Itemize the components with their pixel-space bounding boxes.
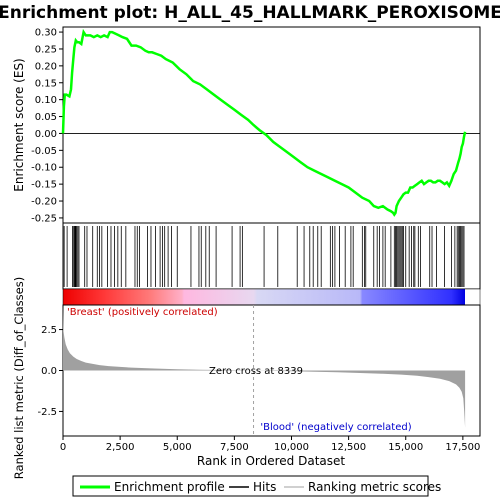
rank-x-tick-label: 15,000: [388, 442, 423, 453]
es-panel-frame: [62, 26, 481, 224]
rank-x-ticks: 0 2,500 5,000 7,500 10,000 12,500 15,000 17,500: [60, 436, 480, 453]
rank-x-tick-label: 2,500: [106, 442, 135, 453]
es-y-tick-label: 0.30: [35, 28, 57, 39]
rank-x-tick-label: 12,500: [331, 442, 366, 453]
es-y-tick-label: 0.20: [35, 61, 57, 72]
enrichment-profile-line: [61, 28, 467, 217]
es-y-axis-label: Enrichment score (ES): [12, 58, 26, 191]
es-y-tick-label: 0.25: [35, 44, 57, 55]
es-y-tick-label: -0.10: [31, 163, 57, 174]
rank-x-axis-label: Rank in Ordered Dataset: [197, 454, 345, 468]
es-y-tick-label: 0.15: [35, 78, 57, 89]
es-y-tick-label: 0.10: [35, 95, 57, 106]
rank-x-tick-label: 0: [60, 442, 66, 453]
legend-ranking-label: Ranking metric scores: [308, 480, 441, 494]
rank-y-tick-label: 0.0: [41, 366, 57, 377]
positive-correlation-label: 'Breast' (positively correlated): [67, 307, 218, 318]
rank-y-tick-label: -2.5: [37, 407, 57, 418]
rank-y-tick-label: 2.5: [41, 325, 57, 336]
hit-markers: [63, 226, 465, 287]
rank-y-ticks: 2.5 0.0 -2.5: [37, 325, 63, 418]
es-y-tick-label: -0.20: [31, 197, 57, 208]
es-y-tick-label: -0.05: [31, 146, 57, 157]
rank-heat-bar: [62, 288, 481, 306]
legend-enrichment-label: Enrichment profile: [114, 480, 225, 494]
rank-x-tick-label: 7,500: [220, 442, 249, 453]
legend-frame: [72, 475, 429, 497]
chart-title: Enrichment plot: H_ALL_45_HALLMARK_PEROX…: [0, 3, 500, 23]
zero-cross-label: Zero cross at 8339: [209, 366, 303, 377]
rank-y-axis-label: Ranked list metric (Diff_of_Classes): [12, 277, 26, 479]
hits-panel-frame: [62, 222, 481, 290]
rank-x-tick-label: 17,500: [445, 442, 480, 453]
es-y-tick-label: -0.25: [31, 213, 57, 224]
es-y-tick-label: -0.15: [31, 180, 57, 191]
negative-correlation-label: 'Blood' (negatively correlated): [260, 422, 411, 433]
es-y-tick-label: 0.00: [35, 129, 57, 140]
rank-x-tick-label: 10,000: [274, 442, 309, 453]
rank-metric-panel: 2.5 0.0 -2.5 0 2,500 5,000 7,500 10,000 12,500 1…: [12, 277, 481, 479]
es-y-ticks: 0.30 0.25 0.20 0.15 0.10 0.05 0.00 -0.05 -0.10 -0…: [31, 28, 63, 224]
es-panel: 0.30 0.25 0.20 0.15 0.10 0.05 0.00 -0.05 -0.10 -0…: [12, 26, 481, 224]
es-y-tick-label: 0.05: [35, 112, 57, 123]
legend-hits-label: Hits: [253, 480, 276, 494]
hits-panel: [62, 222, 481, 306]
rank-x-tick-label: 5,000: [163, 442, 192, 453]
legend: Enrichment profile Hits Ranking metric s…: [72, 475, 441, 497]
